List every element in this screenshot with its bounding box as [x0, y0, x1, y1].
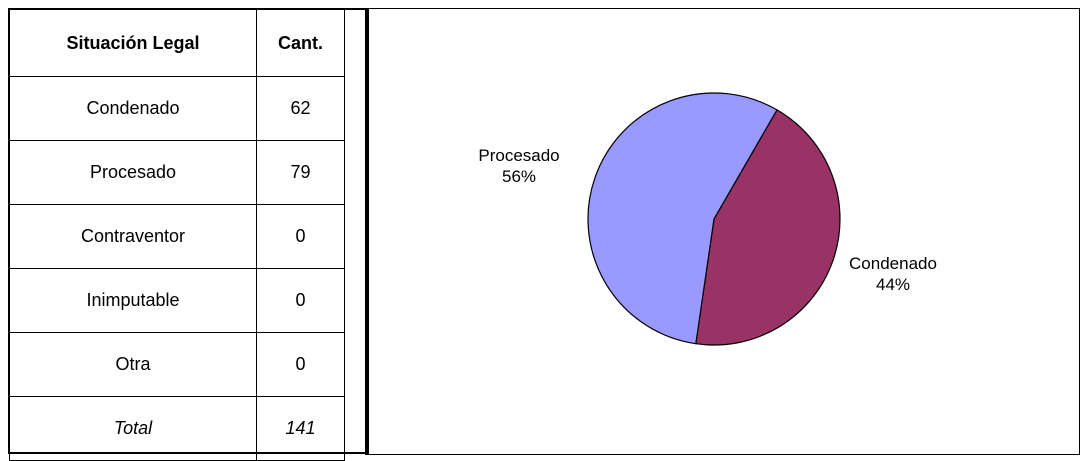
- table-row: Contraventor 0: [9, 204, 345, 269]
- total-count: 141: [256, 396, 345, 461]
- pie-chart: Condenado 44% Procesado 56%: [478, 92, 937, 346]
- pie-slice-procesado: [587, 92, 778, 345]
- row-count: 79: [256, 140, 345, 205]
- legal-status-table: Situación Legal Cant. Condenado 62 Proce…: [9, 9, 345, 461]
- row-label: Inimputable: [9, 268, 257, 333]
- chart-area: Condenado 44% Procesado 56%: [369, 8, 1080, 455]
- header-situacion-legal: Situación Legal: [9, 9, 257, 77]
- section-divider: [365, 8, 369, 455]
- row-count: 0: [256, 332, 345, 397]
- table-row: Otra 0: [9, 332, 345, 397]
- pie-percent-condenado: 44%: [876, 275, 910, 294]
- header-cantidad: Cant.: [256, 9, 345, 77]
- row-label: Otra: [9, 332, 257, 397]
- pie-slice-condenado: [695, 109, 841, 346]
- total-label: Total: [9, 396, 257, 461]
- row-count: 0: [256, 204, 345, 269]
- table-row: Condenado 62: [9, 76, 345, 141]
- pie-label-procesado: Procesado: [478, 146, 559, 165]
- row-label: Contraventor: [9, 204, 257, 269]
- table-header-row: Situación Legal Cant.: [9, 9, 345, 77]
- row-count: 0: [256, 268, 345, 333]
- table-row: Inimputable 0: [9, 268, 345, 333]
- pie-label-condenado: Condenado: [849, 254, 937, 273]
- row-label: Condenado: [9, 76, 257, 141]
- row-count: 62: [256, 76, 345, 141]
- pie-percent-procesado: 56%: [502, 167, 536, 186]
- table-row: Procesado 79: [9, 140, 345, 205]
- row-label: Procesado: [9, 140, 257, 205]
- total-row: Total 141: [9, 396, 345, 461]
